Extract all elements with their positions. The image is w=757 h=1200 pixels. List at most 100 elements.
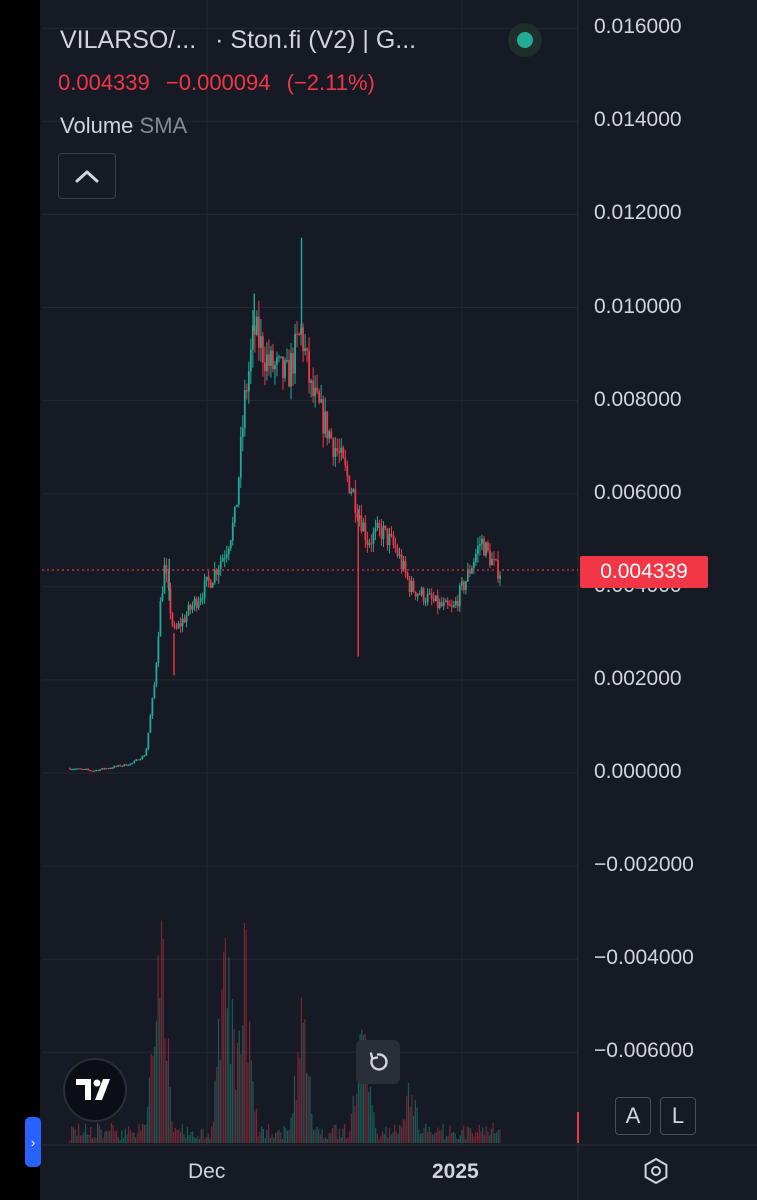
candle-body [288, 360, 290, 387]
volume-bar [143, 1124, 145, 1143]
chart-settings-button[interactable] [640, 1155, 672, 1187]
candle-body [139, 758, 142, 761]
candle-body [424, 602, 427, 604]
volume-bar [383, 1133, 385, 1143]
candle-body [261, 336, 264, 363]
chart-panel[interactable] [40, 0, 757, 1200]
volume-bar [337, 1138, 339, 1143]
log-scale-button[interactable]: L [660, 1097, 696, 1135]
candle-body [157, 636, 160, 664]
volume-bar [404, 1120, 406, 1143]
volume-bar [349, 1131, 351, 1143]
volume-bar [281, 1139, 284, 1143]
candle-body [404, 560, 407, 573]
candle-body [137, 759, 140, 761]
volume-bar [362, 1034, 365, 1143]
volume-bar [131, 1132, 133, 1143]
volume-bar [494, 1133, 496, 1143]
candle-body [83, 769, 85, 771]
tradingview-logo[interactable] [63, 1058, 127, 1122]
candle-body [187, 604, 190, 615]
y-tick-label: 0.002000 [594, 666, 682, 690]
volume-bar [204, 1139, 206, 1143]
candle-body [171, 613, 174, 625]
candle-body [77, 768, 79, 770]
volume-bar [173, 1132, 175, 1143]
volume-bar [224, 938, 227, 1143]
volume-bar [211, 1126, 213, 1143]
candle-body [117, 765, 120, 767]
volume-bar [178, 1128, 180, 1143]
symbol-header[interactable]: VILARSO/... · Ston.fi (V2) | G... [60, 26, 416, 55]
volume-bar [235, 1089, 237, 1143]
candle-body [91, 770, 94, 772]
candle-body [376, 523, 379, 528]
volume-bar [359, 1034, 361, 1143]
auto-scale-button[interactable]: A [615, 1097, 651, 1135]
last-price-tag: 0.004339 [580, 556, 708, 588]
candle-body [302, 327, 304, 352]
reset-chart-button[interactable] [356, 1040, 400, 1084]
volume-bar [100, 1129, 102, 1143]
volume-bar [228, 956, 230, 1143]
volume-indicator-legend[interactable]: Volume SMA [60, 113, 187, 139]
volume-bar [107, 1131, 109, 1143]
candle-body [177, 623, 180, 628]
candle-body [173, 624, 176, 628]
candle-body [332, 438, 335, 457]
volume-bar [451, 1133, 453, 1143]
volume-bar [114, 1130, 116, 1143]
candle-body [191, 605, 194, 610]
candle-body [270, 350, 272, 366]
candle-body [312, 380, 315, 397]
volume-bar [95, 1138, 97, 1143]
candle-body [217, 568, 220, 576]
volume-bar [140, 1130, 142, 1143]
candle-body [485, 542, 487, 556]
volume-bar [478, 1124, 480, 1143]
volume-bar [368, 1091, 370, 1143]
volume-bar [402, 1119, 404, 1143]
volume-bar [252, 1081, 254, 1143]
volume-bar [216, 1066, 218, 1143]
volume-bar [269, 1138, 271, 1143]
volume-bar [461, 1130, 463, 1143]
volume-bar [160, 920, 163, 1143]
market-status-icon[interactable] [508, 23, 542, 57]
candle-body [286, 360, 288, 362]
volume-bar [387, 1137, 389, 1143]
volume-bar [300, 997, 303, 1143]
candle-body [450, 606, 453, 608]
candle-body [348, 476, 351, 494]
side-panel-tab[interactable]: › [25, 1117, 41, 1167]
volume-bar [174, 1127, 176, 1143]
collapse-legend-button[interactable] [58, 153, 116, 199]
volume-bar [276, 1131, 278, 1143]
candle-body [73, 769, 75, 771]
volume-bar [369, 1087, 372, 1143]
settings-hexagon-icon [644, 1157, 668, 1185]
candle-body [129, 763, 132, 766]
candle-body [334, 448, 337, 457]
candle-body [452, 604, 455, 607]
candle-body [197, 601, 200, 608]
candle-body [233, 507, 236, 523]
status-indicator [517, 32, 533, 48]
candle-body [436, 595, 439, 608]
volume-bar [456, 1138, 458, 1143]
candle-body [237, 477, 240, 505]
volume-bar [418, 1129, 420, 1143]
y-tick-label: −0.002000 [594, 853, 694, 877]
reset-chart-icon [369, 1052, 388, 1071]
volume-bar [283, 1125, 285, 1143]
volume-bar [266, 1129, 268, 1143]
volume-bar [274, 1133, 277, 1143]
volume-bar [157, 955, 159, 1143]
volume-bar [335, 1124, 337, 1143]
candle-body [314, 387, 317, 397]
volume-bar [74, 1128, 76, 1143]
candle-body [308, 350, 311, 383]
candle-body [382, 525, 385, 540]
volume-bar [117, 1137, 119, 1143]
